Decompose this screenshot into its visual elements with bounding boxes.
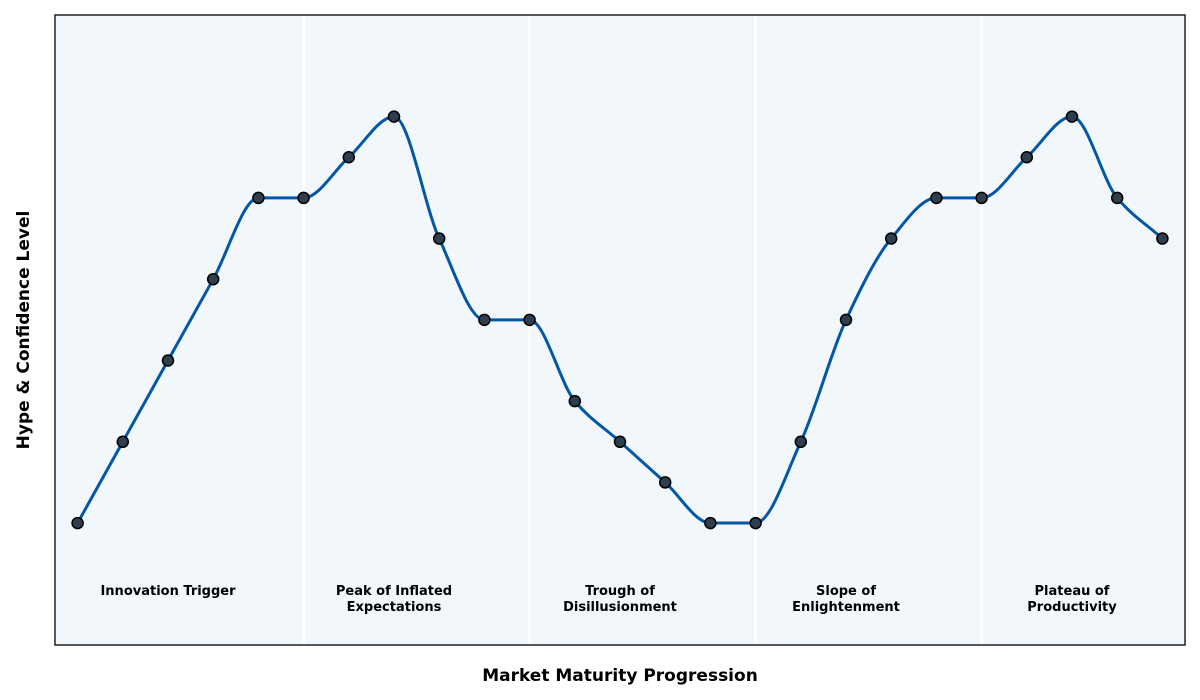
- data-point: [478, 313, 491, 327]
- data-point: [884, 232, 898, 245]
- data-point: [71, 516, 84, 530]
- data-point: [1020, 151, 1034, 164]
- plot-area: [55, 15, 1185, 645]
- phase-label: Peak of Inflated Expectations: [336, 584, 452, 615]
- y-axis-title: Hype & Confidence Level: [14, 211, 34, 450]
- data-point: [206, 272, 220, 286]
- phase-label: Innovation Trigger: [100, 584, 236, 599]
- data-point: [749, 516, 762, 530]
- phase-label: Plateau of Productivity: [1027, 584, 1117, 615]
- data-point: [839, 313, 853, 327]
- phase-label: Slope of Enlightenment: [792, 584, 900, 615]
- phase-labels: Innovation Trigger Peak of Inflated Expect…: [100, 584, 1117, 615]
- data-point: [1065, 110, 1079, 123]
- data-point: [1110, 191, 1124, 205]
- data-markers: [71, 110, 1169, 530]
- data-point: [568, 394, 582, 408]
- data-point: [794, 435, 808, 449]
- data-point: [523, 313, 536, 327]
- phase-label: Trough of Disillusionment: [563, 584, 677, 615]
- data-point: [342, 151, 356, 164]
- data-point: [613, 435, 627, 449]
- data-point: [658, 476, 672, 489]
- data-point: [387, 110, 401, 123]
- data-point: [1156, 232, 1169, 245]
- data-point: [161, 354, 175, 367]
- plot-frame: [54, 14, 1186, 646]
- data-point: [704, 516, 717, 530]
- data-point: [297, 191, 310, 205]
- phase-separators: [302, 15, 983, 645]
- x-axis-title: Market Maturity Progression: [482, 666, 758, 686]
- data-point: [116, 435, 130, 449]
- data-point: [252, 191, 265, 205]
- data-point: [432, 232, 446, 245]
- data-point: [930, 191, 943, 205]
- data-point: [975, 191, 988, 205]
